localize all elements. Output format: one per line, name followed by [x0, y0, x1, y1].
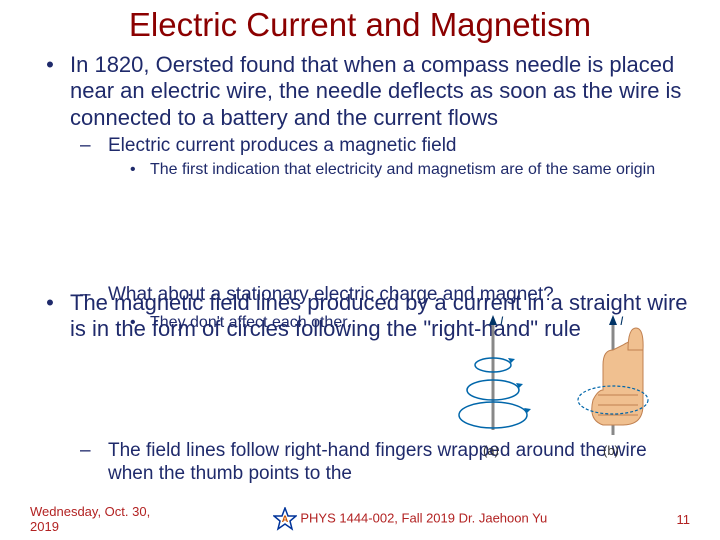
- title-text: Electric Current and Magnetism: [129, 6, 591, 43]
- bullet-dash: –: [80, 135, 108, 158]
- bullet-dot-small: •: [130, 313, 150, 332]
- footer-page: 11: [630, 512, 690, 527]
- bullet-1-2: – What about a stationary electric charg…: [80, 284, 690, 307]
- star-logo-icon: A: [273, 507, 297, 531]
- bullet-1-1-1-text: The first indication that electricity an…: [150, 160, 690, 179]
- footer-date-line1: Wednesday, Oct. 30,: [30, 504, 190, 519]
- footer-date-line2: 2019: [30, 519, 190, 534]
- current-label-b: I: [620, 314, 624, 328]
- diagram-svg: I (a) I (b): [448, 310, 698, 470]
- diagram-b: I (b): [578, 314, 648, 458]
- bullet-1-2-text: What about a stationary electric charge …: [108, 284, 690, 307]
- bullet-dash: –: [80, 440, 108, 486]
- overlap-region: • The magnetic field lines produced by a…: [0, 280, 720, 290]
- slide-footer: Wednesday, Oct. 30, 2019 A PHYS 1444-002…: [30, 504, 690, 534]
- slide-content: • In 1820, Oersted found that when a com…: [0, 52, 720, 179]
- right-hand-rule-diagram: I (a) I (b): [448, 310, 698, 470]
- diagram-a: I (a): [459, 314, 531, 458]
- bullet-dot: •: [30, 52, 70, 131]
- footer-center-text: PHYS 1444-002, Fall 2019 Dr. Jaehoon Yu: [300, 510, 547, 525]
- slide-title: Electric Current and Magnetism: [0, 0, 720, 52]
- bullet-dot-small: •: [130, 160, 150, 179]
- diagram-label-a: (a): [483, 443, 499, 458]
- bullet-dash: –: [80, 284, 108, 307]
- bullet-1-1-1: • The first indication that electricity …: [130, 160, 690, 179]
- bullet-1: • In 1820, Oersted found that when a com…: [30, 52, 690, 131]
- footer-center: A PHYS 1444-002, Fall 2019 Dr. Jaehoon Y…: [190, 507, 630, 531]
- bullet-1-1: – Electric current produces a magnetic f…: [80, 135, 690, 158]
- footer-date: Wednesday, Oct. 30, 2019: [30, 504, 190, 534]
- current-label-a: I: [500, 314, 504, 328]
- bullet-1-text: In 1820, Oersted found that when a compa…: [70, 52, 690, 131]
- diagram-label-b: (b): [603, 443, 619, 458]
- bullet-1-1-text: Electric current produces a magnetic fie…: [108, 135, 690, 158]
- svg-text:A: A: [281, 514, 288, 524]
